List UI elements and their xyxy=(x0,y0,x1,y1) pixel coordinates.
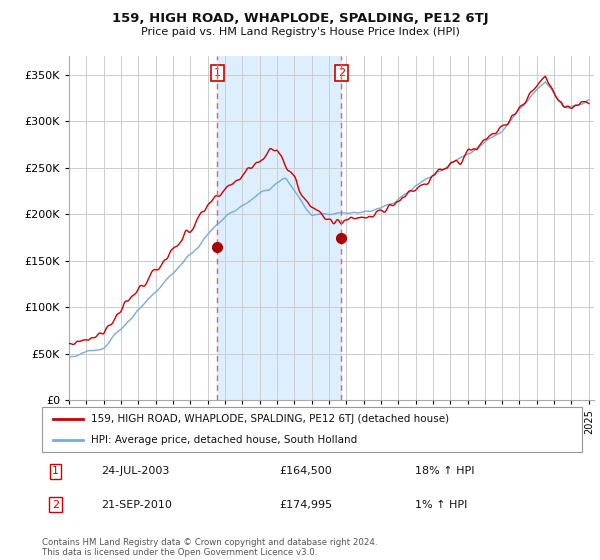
FancyBboxPatch shape xyxy=(42,407,582,452)
Text: 1: 1 xyxy=(52,466,59,477)
Text: 2: 2 xyxy=(52,500,59,510)
Text: 18% ↑ HPI: 18% ↑ HPI xyxy=(415,466,474,477)
Text: 21-SEP-2010: 21-SEP-2010 xyxy=(101,500,172,510)
Bar xyxy=(217,56,341,400)
Text: 24-JUL-2003: 24-JUL-2003 xyxy=(101,466,170,477)
Text: £164,500: £164,500 xyxy=(280,466,332,477)
Text: 2: 2 xyxy=(338,68,345,78)
Text: £174,995: £174,995 xyxy=(280,500,333,510)
Text: 159, HIGH ROAD, WHAPLODE, SPALDING, PE12 6TJ: 159, HIGH ROAD, WHAPLODE, SPALDING, PE12… xyxy=(112,12,488,25)
Text: 1% ↑ HPI: 1% ↑ HPI xyxy=(415,500,467,510)
Text: 159, HIGH ROAD, WHAPLODE, SPALDING, PE12 6TJ (detached house): 159, HIGH ROAD, WHAPLODE, SPALDING, PE12… xyxy=(91,414,449,424)
Text: 1: 1 xyxy=(214,68,221,78)
Text: HPI: Average price, detached house, South Holland: HPI: Average price, detached house, Sout… xyxy=(91,435,357,445)
Text: Contains HM Land Registry data © Crown copyright and database right 2024.
This d: Contains HM Land Registry data © Crown c… xyxy=(42,538,377,557)
Text: Price paid vs. HM Land Registry's House Price Index (HPI): Price paid vs. HM Land Registry's House … xyxy=(140,27,460,37)
